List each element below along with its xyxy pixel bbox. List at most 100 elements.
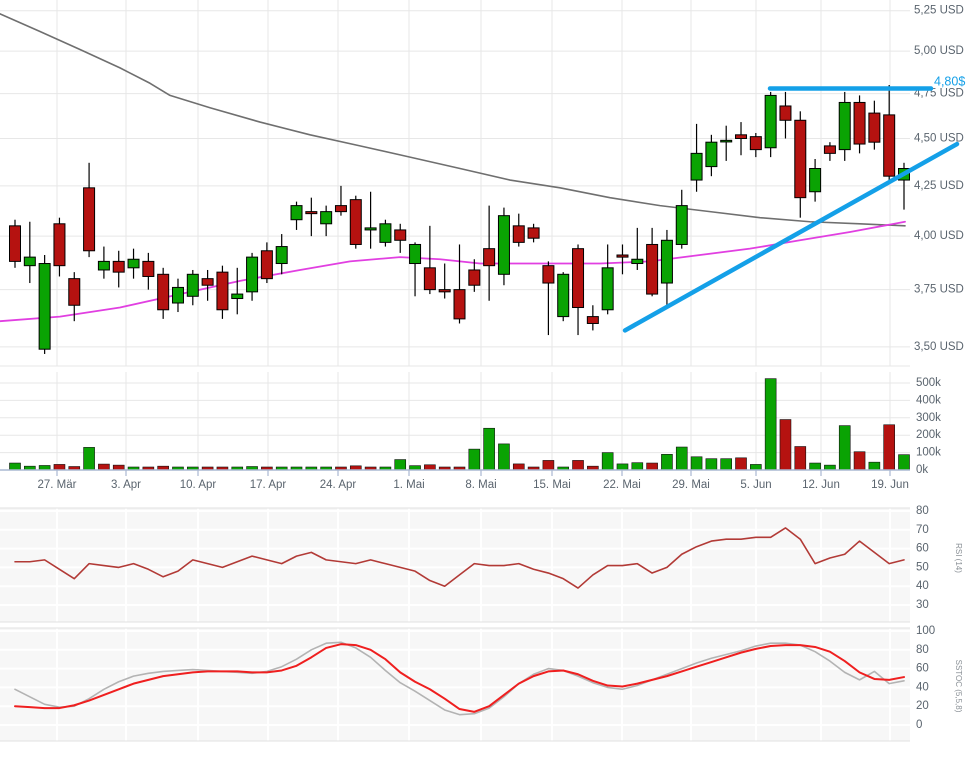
x-tick-label: 17. Apr <box>250 479 287 491</box>
volume-bar <box>83 447 95 471</box>
candle-body <box>320 211 333 225</box>
ma-short-line <box>0 220 906 323</box>
volume-bar <box>661 454 673 471</box>
candle-body <box>883 114 896 177</box>
candle-body <box>690 152 703 181</box>
svg-text:70: 70 <box>916 524 929 536</box>
candle-body <box>468 269 481 286</box>
volume-bar <box>542 460 555 471</box>
candle-body <box>9 225 21 262</box>
rsi-panel-axis-labels: 80 70 60 50 40 30 <box>916 505 929 611</box>
candle-body <box>216 271 229 311</box>
volume-bar <box>779 419 792 471</box>
svg-text:400k: 400k <box>916 394 941 406</box>
volume-bar <box>483 427 495 471</box>
x-tick-label: 5. Jun <box>740 479 771 491</box>
candle-body <box>275 246 288 265</box>
svg-text:50: 50 <box>916 561 929 573</box>
candle-body <box>838 101 851 151</box>
volume-bar <box>824 464 836 471</box>
candle-body <box>735 134 748 139</box>
price-annotation-label: 4,80$ <box>934 74 965 88</box>
candle-body <box>601 267 614 311</box>
stoch-panel-background <box>0 628 910 741</box>
svg-text:80: 80 <box>916 505 929 517</box>
volume-axis-labels: 500k 400k 300k 200k 100k 0k <box>916 377 941 476</box>
candle-body <box>809 168 822 193</box>
svg-text:100: 100 <box>916 625 935 637</box>
x-tick-label: 3. Apr <box>111 479 141 491</box>
volume-bar <box>9 462 21 471</box>
volume-bar <box>898 454 910 471</box>
candle-body <box>853 101 866 145</box>
volume-bar <box>853 451 866 471</box>
volume-bar <box>512 463 525 471</box>
volume-bar <box>616 463 629 471</box>
x-tick-label: 15. Mai <box>533 479 571 491</box>
svg-text:300k: 300k <box>916 412 941 424</box>
ma-long-line <box>0 13 906 227</box>
candle-body <box>483 248 496 267</box>
candle-body <box>305 211 318 215</box>
volume-bar <box>468 448 481 471</box>
x-tick-label: 8. Mai <box>465 479 496 491</box>
candle-body <box>127 258 140 269</box>
volume-bar <box>764 378 777 471</box>
volume-bar <box>868 461 881 471</box>
candle-body <box>453 289 466 320</box>
candle-body <box>794 119 807 199</box>
candle-body <box>631 258 644 265</box>
candle-body <box>68 278 81 306</box>
svg-text:30: 30 <box>916 599 929 611</box>
x-axis: 27. Mär 3. Apr 10. Apr 17. Apr 24. Apr 1. Mai… <box>38 470 909 491</box>
price-axis-labels: 5,25 USD 5,00 USD 4,75 USD 4,50 USD 4,25 USD… <box>914 5 964 353</box>
rsi-line <box>14 527 905 589</box>
candle-body <box>527 227 540 239</box>
svg-text:3,50 USD: 3,50 USD <box>914 341 964 353</box>
svg-text:80: 80 <box>916 644 929 656</box>
candle-body <box>364 227 377 231</box>
candle-body <box>720 139 733 143</box>
volume-bar <box>690 456 703 471</box>
candle-body <box>379 223 392 243</box>
candle-body <box>497 215 510 275</box>
candle-body <box>112 260 125 273</box>
x-tick-label: 19. Jun <box>871 479 909 491</box>
candle-body <box>764 94 777 149</box>
candle-body <box>38 263 51 350</box>
candle-body <box>542 265 555 284</box>
support-trendline <box>622 141 960 333</box>
volume-bar <box>809 462 821 471</box>
volume-bar <box>838 425 851 471</box>
candle-body <box>779 105 792 121</box>
candle-body <box>616 254 629 258</box>
x-tick-label: 12. Jun <box>802 479 840 491</box>
candle-body <box>231 293 244 300</box>
stoch-stochastic-line <box>14 643 905 713</box>
volume-bar <box>883 424 895 471</box>
candle-body <box>260 250 273 280</box>
volume-series[interactable] <box>9 378 910 471</box>
x-tick-label: 10. Apr <box>180 479 217 491</box>
volume-bar <box>498 443 510 471</box>
candle-body <box>409 243 422 265</box>
trendlines: 4,80$ <box>622 74 965 333</box>
candle-body <box>186 273 199 297</box>
volume-bar <box>750 464 762 471</box>
candlestick-series[interactable] <box>9 84 910 354</box>
candle-body <box>142 260 155 277</box>
candle-body <box>394 229 407 241</box>
stoch-signal-line <box>14 641 905 716</box>
candle-body <box>290 205 303 221</box>
x-tick-label: 22. Mai <box>603 479 641 491</box>
candle-body <box>157 273 170 311</box>
svg-text:5,25 USD: 5,25 USD <box>914 5 964 17</box>
candle-body <box>660 239 673 284</box>
svg-text:3,75 USD: 3,75 USD <box>914 284 964 296</box>
volume-bar <box>735 457 747 471</box>
svg-text:60: 60 <box>916 663 929 675</box>
volume-bar <box>53 464 66 471</box>
stoch-panel-axis-labels: 100 80 60 40 20 0 <box>916 625 935 731</box>
